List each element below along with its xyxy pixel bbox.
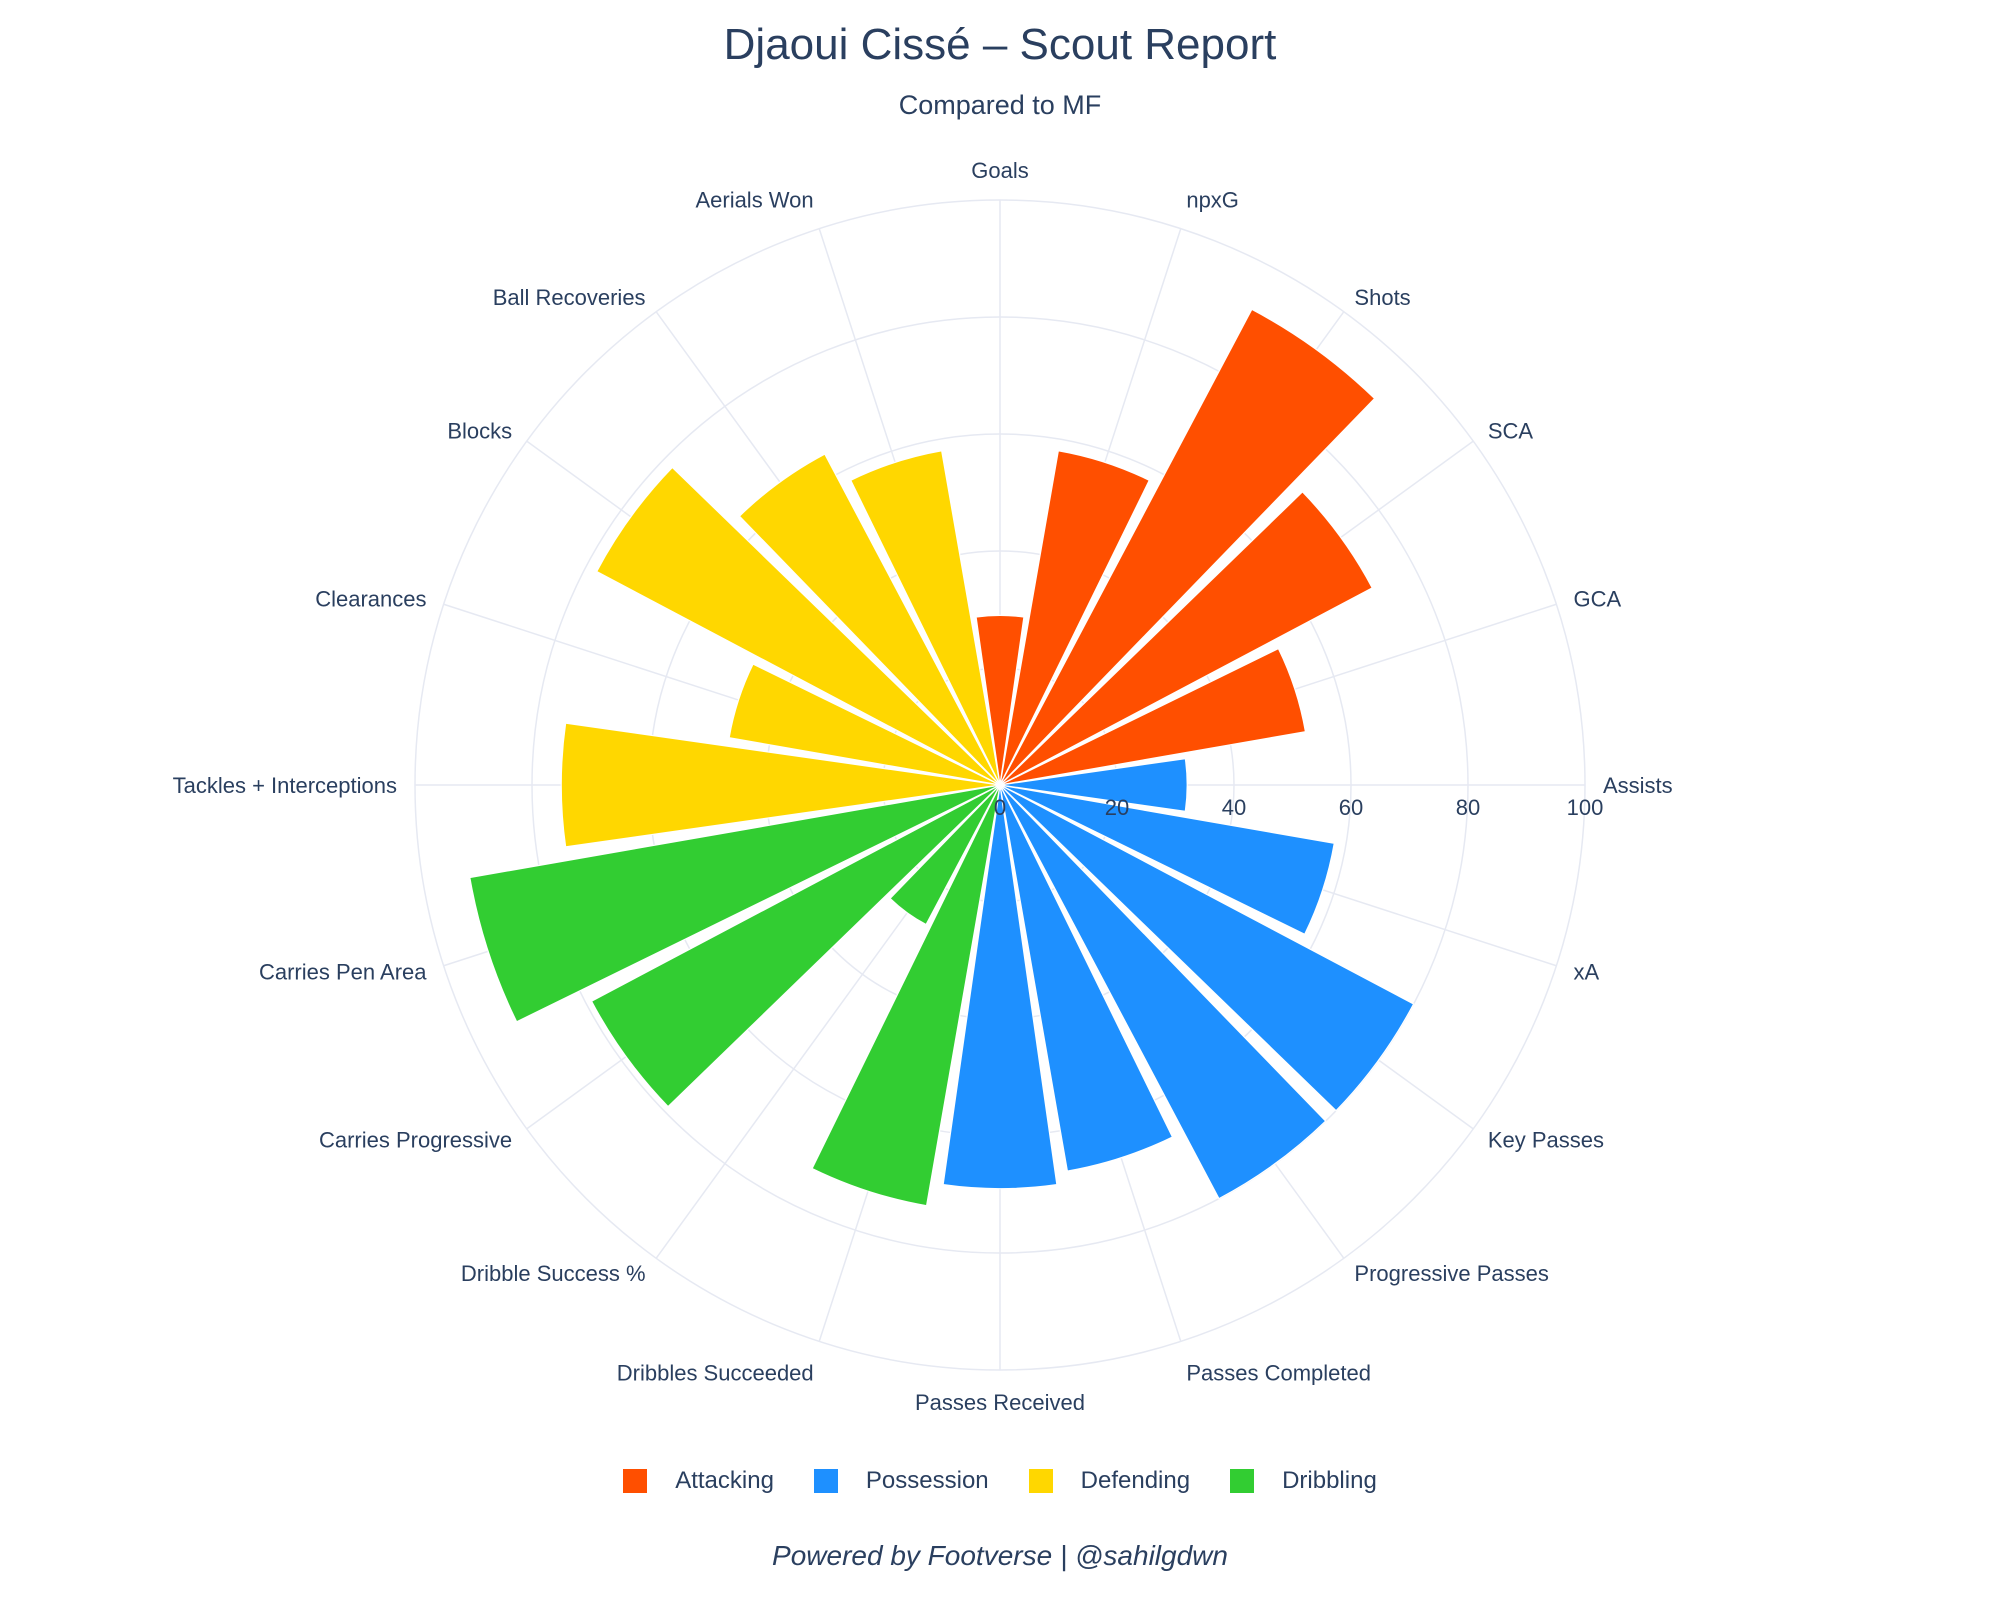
category-label-gca: GCA: [1573, 587, 1621, 612]
bar-carries-progressive[interactable]: [590, 784, 1001, 1108]
bar-progressive-passes[interactable]: [999, 784, 1327, 1200]
category-label-shots: Shots: [1354, 285, 1410, 310]
bar-carries-pen-area[interactable]: [469, 784, 1001, 1023]
legend-label-attacking: Attacking: [675, 1467, 774, 1494]
radial-tick-label: 20: [1105, 795, 1129, 820]
bar-passes-completed[interactable]: [999, 784, 1174, 1172]
category-label-tackles-interceptions: Tackles + Interceptions: [173, 773, 397, 798]
bar-xa[interactable]: [999, 784, 1335, 936]
category-label-assists: Assists: [1603, 773, 1673, 798]
bar-goals[interactable]: [975, 614, 1025, 786]
category-label-dribbles-succeeded: Dribbles Succeeded: [617, 1360, 814, 1385]
radial-tick-label: 100: [1567, 795, 1604, 820]
category-label-goals: Goals: [971, 158, 1028, 183]
legend-swatch-possession: [813, 1469, 838, 1493]
category-label-passes-completed: Passes Completed: [1186, 1360, 1371, 1385]
bar-dribbles-succeeded[interactable]: [811, 784, 1001, 1207]
polar-bars: [469, 308, 1415, 1207]
radial-tick-label: 0: [994, 795, 1006, 820]
legend-item-attacking[interactable]: Attacking: [623, 1467, 774, 1495]
legend-item-possession[interactable]: Possession: [813, 1467, 989, 1495]
category-labels: Goals npxG Shots SCA GCA Assists xA Key Passes P…: [173, 158, 1673, 1415]
category-label-xa: xA: [1573, 959, 1599, 984]
category-label-ball-recoveries: Ball Recoveries: [493, 285, 646, 310]
bar-aerials-won[interactable]: [849, 450, 1001, 786]
legend-swatch-defending: [1028, 1469, 1053, 1493]
category-label-clearances: Clearances: [315, 587, 426, 612]
category-label-dribble-success: Dribble Success %: [461, 1261, 646, 1286]
legend: Attacking Possession Defending Dribbling: [0, 1467, 2000, 1495]
radial-tick-label: 80: [1456, 795, 1480, 820]
bar-sca[interactable]: [999, 491, 1374, 786]
category-label-blocks: Blocks: [447, 419, 512, 444]
legend-swatch-dribbling: [1230, 1469, 1255, 1493]
category-label-passes-received: Passes Received: [915, 1390, 1085, 1415]
category-label-carries-pen-area: Carries Pen Area: [259, 959, 427, 984]
category-label-aerials-won: Aerials Won: [695, 188, 813, 213]
radial-tick-label: 40: [1222, 795, 1246, 820]
bar-blocks[interactable]: [595, 466, 1001, 786]
legend-label-dribbling: Dribbling: [1282, 1467, 1377, 1494]
bar-passes-received[interactable]: [942, 784, 1058, 1190]
bar-gca[interactable]: [999, 647, 1307, 786]
chart-subtitle: Compared to MF: [898, 90, 1102, 120]
category-label-sca: SCA: [1488, 419, 1534, 444]
bar-clearances[interactable]: [728, 663, 1001, 786]
category-label-carries-progressive: Carries Progressive: [319, 1127, 512, 1152]
bar-npxg[interactable]: [999, 450, 1151, 786]
category-label-progressive-passes: Progressive Passes: [1354, 1261, 1548, 1286]
legend-label-defending: Defending: [1080, 1467, 1191, 1494]
bar-key-passes[interactable]: [999, 784, 1415, 1112]
legend-item-dribbling[interactable]: Dribbling: [1230, 1467, 1377, 1495]
footer-credit: Powered by Footverse | @sahilgdwn: [772, 1540, 1228, 1571]
legend-item-defending[interactable]: Defending: [1028, 1467, 1191, 1495]
bar-tackles-interceptions[interactable]: [560, 722, 1001, 848]
legend-swatch-attacking: [623, 1469, 648, 1493]
radial-tick-label: 60: [1339, 795, 1363, 820]
bar-dribble-success[interactable]: [889, 784, 1001, 926]
radial-tick-labels: 0 20 40 60 80 100: [994, 795, 1603, 820]
category-label-key-passes: Key Passes: [1488, 1127, 1604, 1152]
bar-shots[interactable]: [999, 308, 1376, 786]
category-label-npxg: npxG: [1186, 188, 1239, 213]
bar-assists[interactable]: [999, 757, 1188, 813]
bar-ball-recoveries[interactable]: [738, 453, 1001, 786]
chart-title: Djaoui Cissé – Scout Report: [723, 20, 1277, 69]
legend-label-possession: Possession: [865, 1467, 989, 1494]
